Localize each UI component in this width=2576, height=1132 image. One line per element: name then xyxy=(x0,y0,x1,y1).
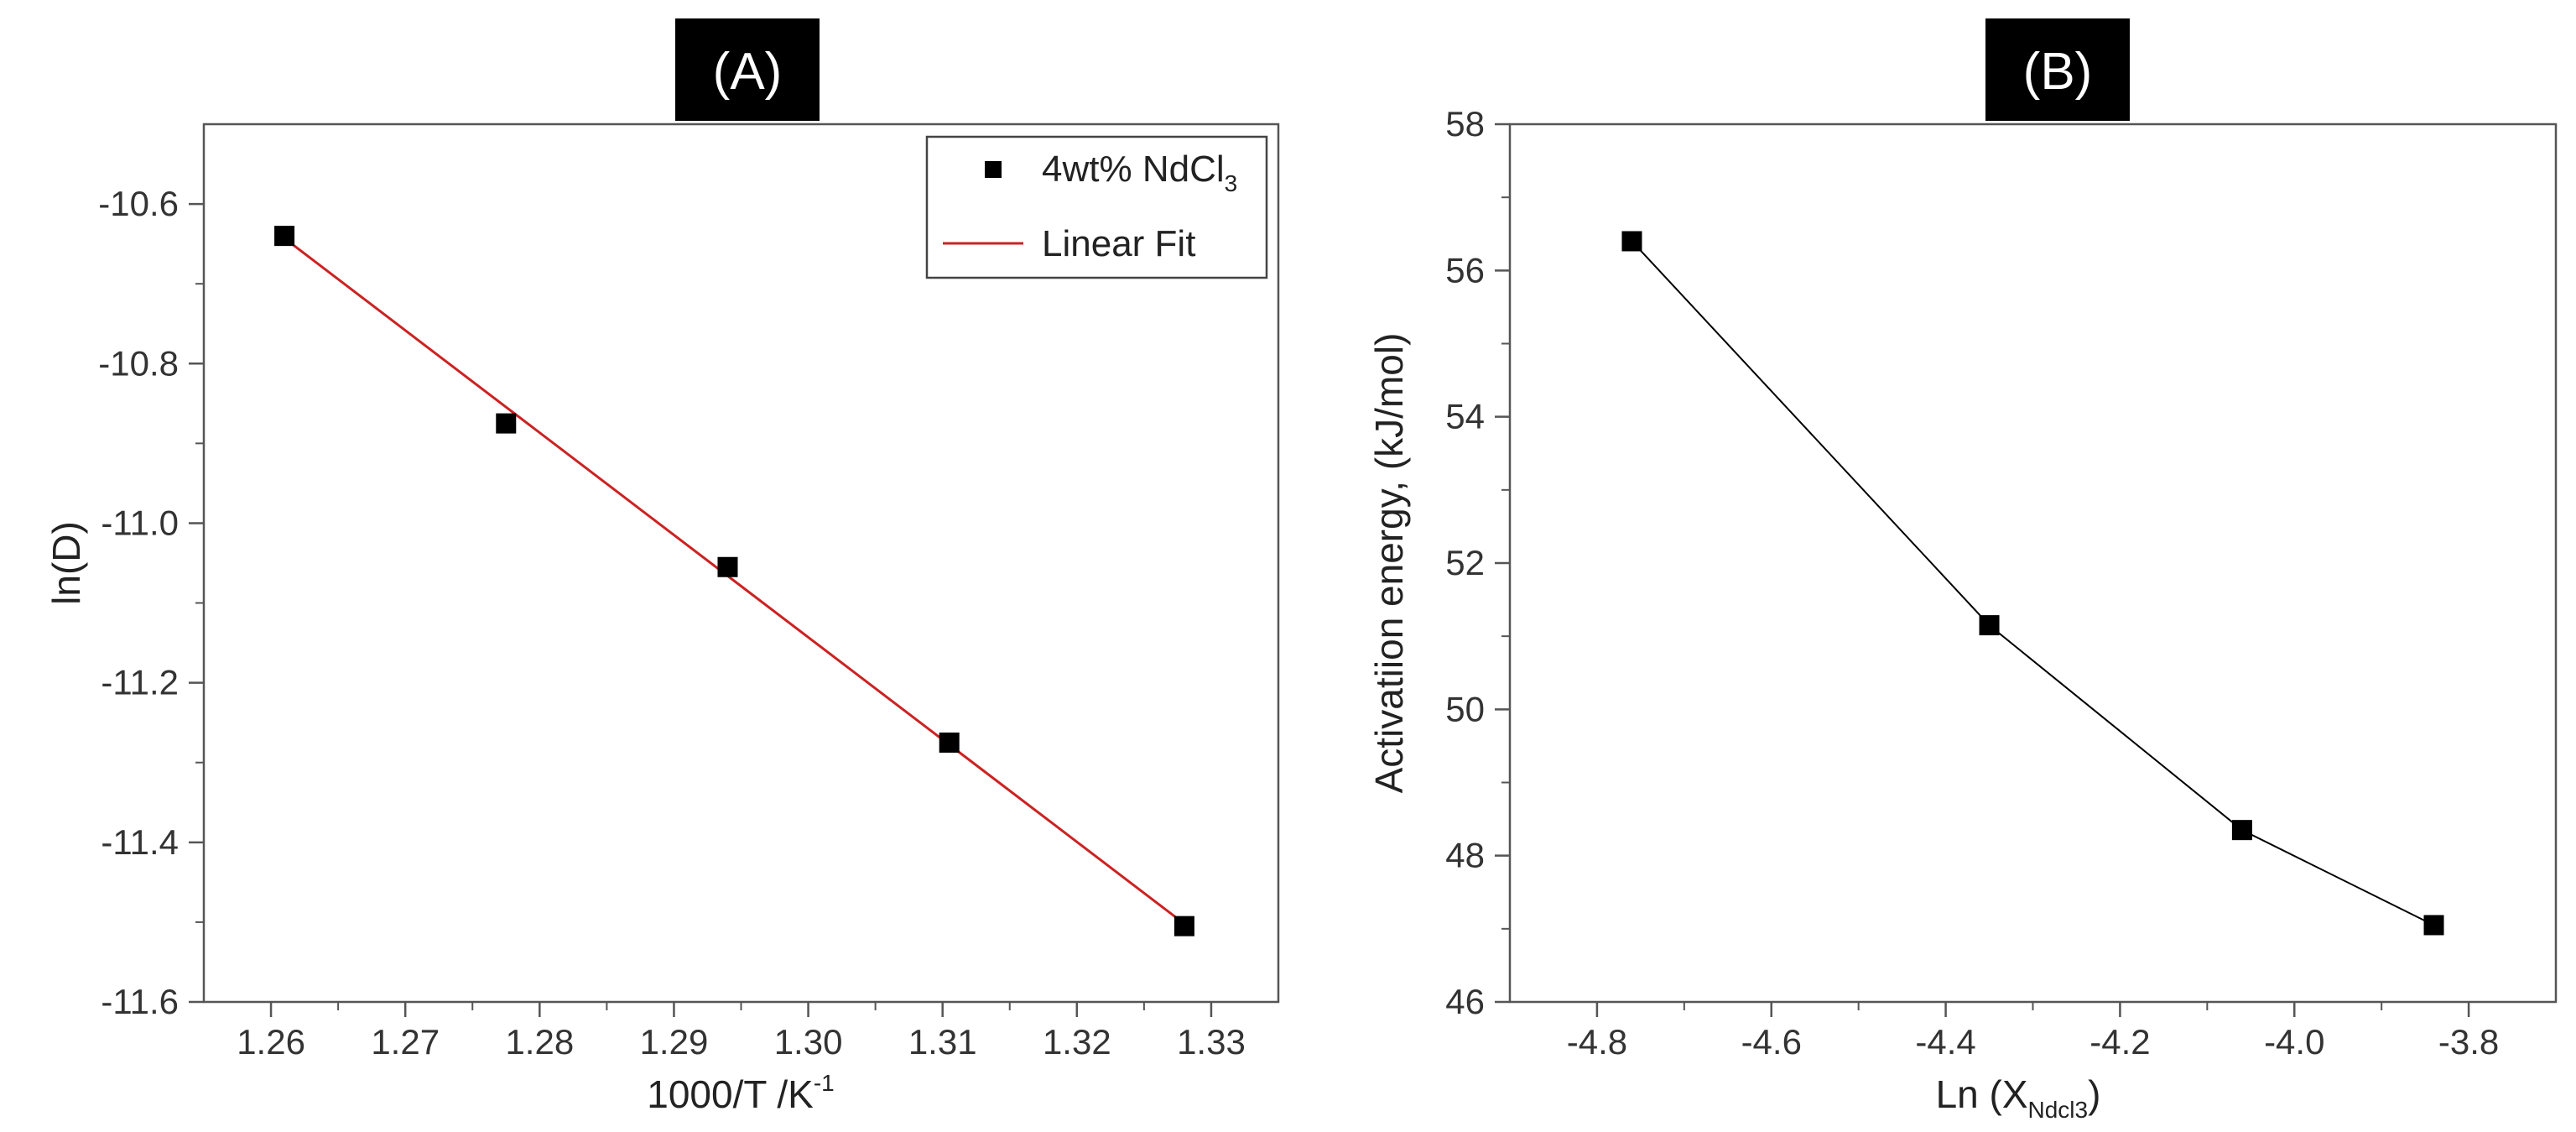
panel-b-plot-frame xyxy=(1508,123,2558,1004)
y-tick-label: -11.4 xyxy=(101,822,179,862)
y-tick-label: -11.6 xyxy=(101,982,179,1021)
y-tick-label: 50 xyxy=(1445,689,1485,728)
panel-b-ylabel: Activatiion energy, (kJ/mol) xyxy=(1367,333,1411,794)
data-point-marker xyxy=(2231,820,2252,841)
panel-a-marks xyxy=(274,226,1194,936)
panel-a-tag: (A) xyxy=(713,43,783,101)
x-tick-label: 1.27 xyxy=(371,1022,440,1062)
data-point-marker xyxy=(1174,916,1194,936)
panel-b-xlabel-close: ) xyxy=(2088,1072,2100,1116)
x-tick-label: -4.0 xyxy=(2264,1022,2324,1062)
x-tick-label: 1.29 xyxy=(640,1022,709,1062)
panel-a-xlabel-sup: -1 xyxy=(814,1070,835,1096)
panel-a: (A) 1.26 1.27 1.28 1.29 1.30 1.31 1.32 1.33 -10.… xyxy=(44,18,1280,1116)
panel-b-xlabel-sub: Ndcl3 xyxy=(2028,1097,2089,1123)
panel-b: (B) -4.8 -4.6 -4.4 -4.2 -4.0 -3.8 46 48 50 52 54 56… xyxy=(1367,18,2558,1123)
y-tick-label: 46 xyxy=(1445,982,1485,1021)
x-tick-label: -4.8 xyxy=(1567,1022,1627,1062)
x-tick-label: 1.32 xyxy=(1043,1022,1111,1062)
legend-label-fit: Linear Fit xyxy=(1042,223,1195,264)
x-tick-label: -4.4 xyxy=(1915,1022,1975,1062)
panel-a-ylabel: ln(D) xyxy=(44,521,88,605)
panel-a-xlabel: 1000/T /K-1 xyxy=(647,1070,835,1116)
x-tick-label: -4.2 xyxy=(2089,1022,2150,1062)
y-tick-label: 56 xyxy=(1445,250,1485,290)
x-tick-label: 1.26 xyxy=(237,1022,305,1062)
x-tick-label: 1.33 xyxy=(1177,1022,1246,1062)
y-tick-label: 58 xyxy=(1445,104,1485,143)
y-tick-label: -11.0 xyxy=(101,503,179,542)
data-point-marker xyxy=(274,226,295,247)
legend-box xyxy=(925,135,1268,279)
legend-square-marker xyxy=(985,161,1002,178)
data-point-marker xyxy=(2423,915,2444,936)
fit-line xyxy=(284,237,1185,926)
x-tick-label: 1.31 xyxy=(908,1022,977,1062)
panel-b-tag: (B) xyxy=(2023,43,2093,101)
x-tick-label: 1.28 xyxy=(505,1022,574,1062)
data-point-marker xyxy=(1621,231,1642,252)
series-line xyxy=(1631,240,2434,926)
panel-b-marks xyxy=(1621,231,2444,936)
data-point-marker xyxy=(496,413,517,434)
data-point-marker xyxy=(939,732,960,753)
legend-label-series: 4wt% NdCl3 xyxy=(1042,149,1237,196)
y-tick-label: -10.6 xyxy=(98,184,179,223)
y-tick-label: -10.8 xyxy=(98,343,179,383)
y-tick-label: 48 xyxy=(1445,836,1485,875)
data-point-marker xyxy=(717,556,738,577)
panel-a-tag-bg xyxy=(675,18,820,121)
data-point-marker xyxy=(1979,615,2000,636)
panel-b-xlabel-main: Ln (X xyxy=(1936,1072,2028,1116)
panel-a-xlabel-main: 1000/T /K xyxy=(647,1072,814,1116)
panel-b-xlabel: Ln (XNdcl3) xyxy=(1936,1072,2101,1123)
y-tick-label: 54 xyxy=(1445,397,1485,436)
panel-a-legend: 4wt% NdCl3 Linear Fit xyxy=(925,135,1268,279)
panel-a-ticks: 1.26 1.27 1.28 1.29 1.30 1.31 1.32 1.33 -10.6 -10… xyxy=(98,184,1246,1062)
x-tick-label: 1.30 xyxy=(774,1022,843,1062)
x-tick-label: -4.6 xyxy=(1741,1022,1802,1062)
legend-series-name: 4wt% NdCl xyxy=(1042,149,1225,190)
legend-series-sub: 3 xyxy=(1225,170,1238,196)
x-tick-label: -3.8 xyxy=(2438,1022,2499,1062)
panel-b-tag-bg xyxy=(1985,18,2130,121)
panel-b-ticks: -4.8 -4.6 -4.4 -4.2 -4.0 -3.8 46 48 50 52 54 56 58 xyxy=(1445,104,2499,1062)
y-tick-label: -11.2 xyxy=(101,663,179,702)
y-tick-label: 52 xyxy=(1445,543,1485,582)
